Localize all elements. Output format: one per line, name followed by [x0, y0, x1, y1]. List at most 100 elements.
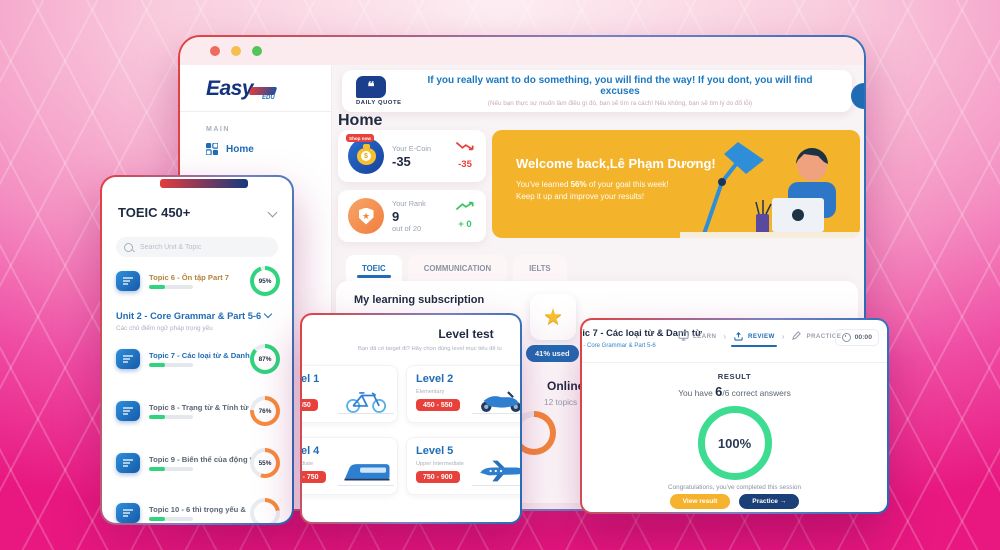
- grid-icon: [206, 143, 218, 155]
- level-test-title: Level test: [438, 327, 494, 341]
- session-timer: 00:00: [834, 329, 879, 346]
- bicycle-icon: [346, 392, 387, 413]
- search-icon: [124, 242, 133, 252]
- tab-ielts[interactable]: IELTS: [513, 255, 567, 281]
- welcome-line1: You've learned 56% of your goal this wee…: [516, 180, 669, 189]
- level-test-subtitle: Bạn đã có target đi? Hãy chọn đúng level…: [358, 346, 502, 352]
- clock-icon: [841, 333, 851, 342]
- level-name: Level 2: [416, 373, 454, 385]
- level-range-badge: 0 - 450: [302, 399, 318, 411]
- topic-progress-bar: [149, 517, 193, 521]
- level-card-5[interactable]: Level 5 Upper Intermediate 750 - 900: [406, 437, 520, 495]
- daily-quote-card: ❝ DAILY QUOTE If you really want to do s…: [342, 70, 852, 112]
- stat-delta: -35: [458, 159, 472, 170]
- tab-toeic[interactable]: TOEIC: [346, 255, 402, 281]
- divider: [582, 362, 887, 363]
- subscription-star-card[interactable]: ★: [530, 294, 576, 340]
- rank-shield-icon: ★: [348, 198, 384, 234]
- quote-next-button[interactable]: [851, 83, 864, 109]
- level-tier: Intermediate: [302, 461, 314, 467]
- level-name: Level 1: [302, 373, 320, 385]
- topic-progress-bar: [149, 285, 193, 289]
- upload-icon: [734, 332, 743, 341]
- page-title: Home: [338, 112, 383, 129]
- level-tier: Upper Intermediate: [416, 461, 464, 467]
- quote-caption: DAILY QUOTE: [356, 100, 402, 106]
- chevron-down-icon[interactable]: [267, 207, 278, 218]
- chevron-right-icon: ›: [781, 331, 785, 341]
- close-window-button[interactable]: [210, 46, 220, 56]
- stat-sub: out of 20: [392, 224, 422, 233]
- sidebar-section-label: MAIN: [206, 126, 230, 133]
- logo-flag-icon: [248, 87, 278, 95]
- topic-progress-ring: 55%: [250, 448, 280, 478]
- unit-header[interactable]: Unit 2 - Core Grammar & Part 5-6: [116, 309, 273, 321]
- minimize-window-button[interactable]: [231, 46, 241, 56]
- level-name: Level 4: [302, 445, 320, 457]
- level-card-1[interactable]: Level 1 Starter 0 - 450: [302, 365, 398, 423]
- topic-progress-ring: 95%: [250, 266, 280, 296]
- trend-up-icon: [455, 201, 474, 211]
- topic-progress-ring: 76%: [250, 396, 280, 426]
- topic-title: Topic 10 - 6 thì trọng yếu &: [149, 505, 246, 514]
- step-learn[interactable]: LEARN: [678, 331, 716, 341]
- session-topic-title: Topic 7 - Các loại từ & Danh từ: [582, 328, 702, 338]
- search-input[interactable]: [138, 242, 270, 252]
- topic-progress-bar: [149, 363, 193, 367]
- trend-down-icon: [455, 141, 474, 151]
- online-course-title[interactable]: Online: [547, 379, 585, 393]
- welcome-line2: Keep it up and improve your results!: [516, 192, 645, 201]
- topic-item[interactable]: Topic 7 - Các loại từ & Danh từ 87%: [116, 339, 280, 379]
- session-breadcrumb[interactable]: Unit 2 - Core Grammar & Part 5-6: [582, 343, 656, 349]
- topic-search[interactable]: [116, 237, 278, 257]
- topic-progress-bar: [149, 415, 193, 419]
- welcome-banner: Welcome back,Lê Phạm Dương! You've learn…: [492, 130, 860, 238]
- level-test-window: Level test Bạn đã có target đi? Hãy chọn…: [300, 313, 522, 524]
- topic-item[interactable]: Topic 6 - Ôn tập Part 7 95%: [116, 261, 280, 301]
- lesson-icon: [116, 349, 140, 369]
- topic-title: Topic 8 - Trạng từ & Tính từ: [149, 403, 249, 412]
- maximize-window-button[interactable]: [252, 46, 262, 56]
- app-logo[interactable]: Easy EDU: [180, 65, 331, 112]
- rank-stat-card[interactable]: ★ Your Rank 9 out of 20 + 0: [338, 190, 486, 242]
- view-result-button[interactable]: View result: [669, 494, 731, 509]
- topic-title: Topic 6 - Ôn tập Part 7: [149, 273, 230, 282]
- course-tabs: TOEIC COMMUNICATION IELTS: [346, 255, 567, 281]
- usage-badge: 41% used: [526, 345, 579, 362]
- level-tier: Elementary: [416, 389, 445, 395]
- train-icon: [344, 464, 390, 481]
- stat-value: 9: [392, 209, 400, 224]
- result-score-line: You have 6/6 correct answers: [678, 384, 791, 399]
- unit-subtitle: Các chủ điểm ngữ pháp trọng yếu: [116, 325, 213, 332]
- lesson-icon: [116, 271, 140, 291]
- subscription-heading: My learning subscription: [354, 294, 485, 306]
- ecoin-stat-card[interactable]: $ Shop now Your E-Coin -35 -35: [338, 130, 486, 182]
- step-practice[interactable]: PRACTICE: [791, 331, 841, 341]
- quote-icon: ❝: [356, 76, 386, 98]
- level-range-badge: 550 - 750: [302, 471, 326, 483]
- studying-person-illustration: [680, 142, 860, 238]
- step-review[interactable]: REVIEW: [730, 331, 777, 347]
- topic-item[interactable]: Topic 9 - Biến thể của động từ 55%: [116, 443, 280, 483]
- lesson-icon: [116, 401, 140, 421]
- window-titlebar: [180, 37, 864, 65]
- level-card-4[interactable]: Level 4 Intermediate 550 - 750: [302, 437, 398, 495]
- session-result-window: Topic 7 - Các loại từ & Danh từ Unit 2 -…: [580, 318, 889, 514]
- topic-item[interactable]: Topic 8 - Trạng từ & Tính từ 76%: [116, 391, 280, 431]
- topic-progress-ring: 87%: [250, 344, 280, 374]
- topic-item[interactable]: Topic 10 - 6 thì trọng yếu &: [116, 493, 280, 523]
- welcome-title: Welcome back,Lê Phạm Dương!: [516, 156, 716, 171]
- sidebar-item-home[interactable]: Home: [206, 143, 331, 155]
- topic-title: Topic 7 - Các loại từ & Danh từ: [149, 351, 260, 360]
- result-percent-ring: 100%: [697, 406, 772, 480]
- level-card-2[interactable]: Level 2 Elementary 450 - 550: [406, 365, 520, 423]
- practice-button[interactable]: Practice →: [739, 494, 800, 509]
- chevron-down-icon: [263, 309, 273, 319]
- level-range-badge: 750 - 900: [416, 471, 460, 483]
- chevron-right-icon: ›: [723, 331, 726, 341]
- tab-communication[interactable]: COMMUNICATION: [407, 255, 508, 281]
- stat-label: Your E-Coin: [392, 143, 432, 153]
- shop-now-badge[interactable]: Shop now: [346, 134, 374, 142]
